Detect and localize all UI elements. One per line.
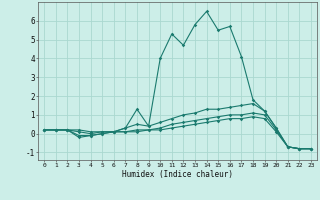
X-axis label: Humidex (Indice chaleur): Humidex (Indice chaleur) bbox=[122, 170, 233, 179]
